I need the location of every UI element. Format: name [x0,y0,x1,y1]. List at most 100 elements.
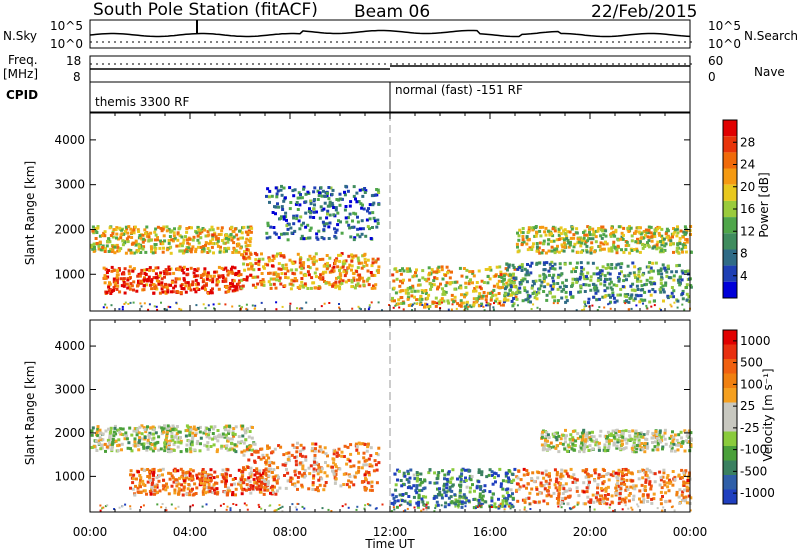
velocity-cell [494,480,497,484]
power-cell [134,241,138,245]
cpid-right: normal (fast) -151 RF [395,83,523,97]
power-cell [678,236,682,240]
power-cell [217,233,221,237]
power-cell [282,217,286,221]
power-cell [452,300,456,304]
power-cell [321,220,325,224]
power-cell [222,250,226,254]
power-cell [317,191,321,195]
power-cell [397,302,400,305]
power-cell [120,232,124,236]
velocity-cell [144,430,148,434]
nsky-tick-high: 10^5 [50,19,83,33]
power-cell [141,233,145,237]
power-cell [300,280,304,284]
velocity-cell [317,465,321,469]
velocity-cell [278,486,282,490]
power-cell [448,281,452,285]
power-cell [278,276,282,280]
velocity-cell [205,486,209,489]
velocity-cell [149,426,153,430]
power-cell [518,228,522,232]
velocity-cell [140,506,142,509]
velocity-cell [139,437,143,441]
velocity-cell [547,485,551,489]
velocity-cell [582,481,586,485]
velocity-cell [190,476,194,480]
power-cell [139,236,143,240]
power-cell [236,282,240,286]
power-cell [356,266,360,270]
power-cell [178,277,181,281]
velocity-cell [635,444,639,447]
velocity-cell [222,476,226,480]
velocity-cell [293,473,297,477]
power-cell [669,303,672,306]
power-cell [317,194,321,198]
velocity-cell [458,500,462,504]
velocity-cell [673,449,677,453]
power-cell [136,283,140,287]
velocity-cell [268,460,272,464]
power-cell [469,278,472,282]
power-cell [502,298,506,302]
power-cell [620,262,624,266]
velocity-cell [585,468,589,472]
power-cell [220,229,224,233]
velocity-cell [183,481,187,485]
velocity-cell [637,438,641,442]
power-cell [450,281,454,285]
velocity-cell [233,482,237,486]
power-cell [111,232,115,235]
velocity-cell [251,487,255,491]
velocity-cell [643,450,647,454]
power-cell [347,266,351,270]
velocity-cell [196,439,200,443]
velocity-cell [250,436,254,440]
velocity-cell [459,479,463,483]
velocity-cell [406,469,410,473]
power-cell [309,286,313,290]
velocity-cell [126,446,130,450]
velocity-cell [207,486,211,490]
velocity-cell [109,429,113,433]
velocity-cell [272,478,276,481]
power-cell [305,301,308,304]
power-cell [176,231,180,235]
power-cell [132,228,136,232]
power-cell [318,286,322,290]
power-cell [249,252,253,256]
power-cell [178,234,182,238]
power-cell [182,238,186,242]
power-cell [334,280,338,284]
power-cell [661,284,665,288]
velocity-cell [476,505,479,508]
power-cell [502,274,506,278]
power-cell [553,267,557,271]
power-cell [501,303,505,307]
velocity-cell [131,487,135,491]
power-cell [524,298,528,302]
velocity-cell [425,503,428,506]
power-colorbar-cell [723,168,737,185]
power-cell [231,251,235,254]
power-colorbar-cell [723,233,737,250]
velocity-cell [145,446,149,450]
velocity-cell [451,483,455,487]
velocity-cell [516,499,520,503]
velocity-cell [620,478,624,482]
power-cell [244,257,248,261]
power-cell [544,233,548,237]
power-cell [651,261,655,265]
power-cell [463,295,466,299]
power-cell [187,246,191,250]
power-cell [293,260,297,264]
power-cell [122,272,126,276]
power-cell [171,290,175,294]
power-cell [153,243,157,246]
velocity-cell [275,489,279,493]
power-cell [584,283,588,287]
power-cell [124,230,127,233]
power-cell [304,274,308,277]
velocity-cell [437,471,441,474]
